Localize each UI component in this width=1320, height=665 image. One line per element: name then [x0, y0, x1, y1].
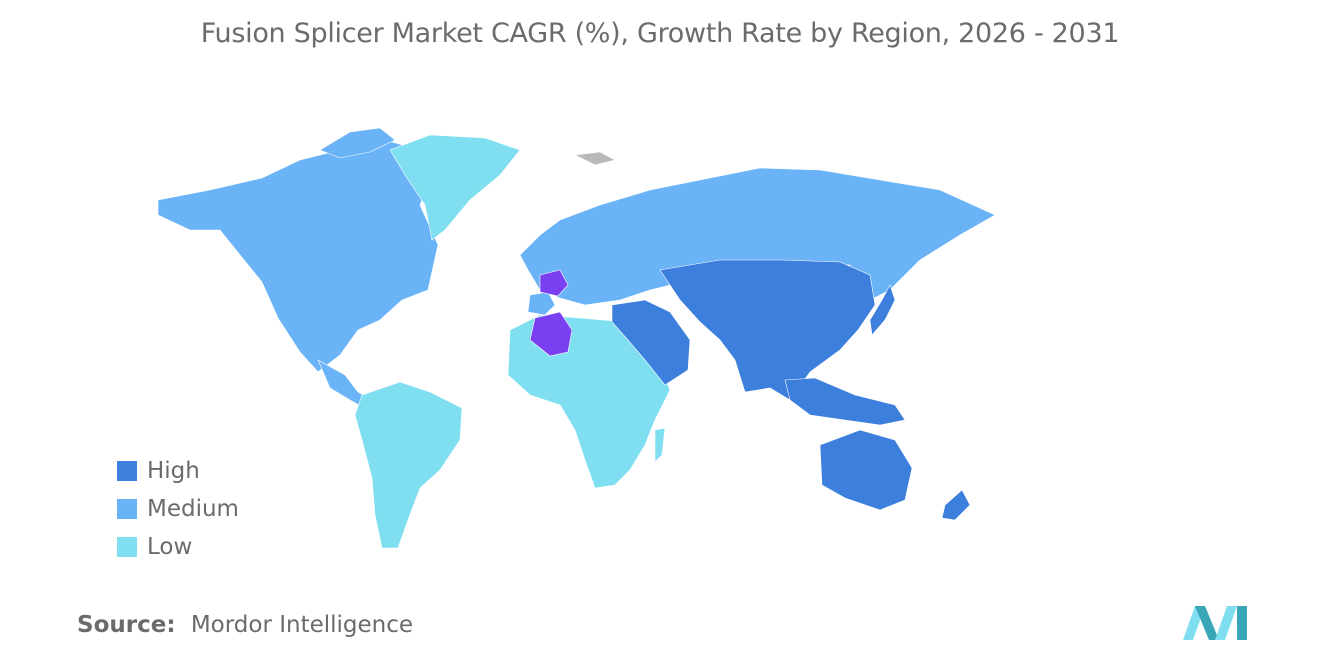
source-line: Source: Mordor Intelligence [77, 612, 413, 638]
legend-item-low: Low [117, 528, 239, 566]
region-africa [507, 314, 671, 489]
region-europe-russia [519, 167, 996, 306]
region-algeria [529, 311, 573, 357]
region-iberia [527, 291, 556, 316]
region-new-zealand [941, 489, 971, 521]
region-svalbard [573, 151, 616, 166]
legend: High Medium Low [117, 452, 239, 566]
region-south-america [354, 381, 463, 549]
region-japan [869, 284, 896, 336]
mordor-intelligence-logo-icon [1183, 606, 1247, 640]
region-middle-east [611, 299, 691, 386]
region-asia [659, 259, 876, 401]
region-madagascar [654, 427, 666, 463]
region-north-america [157, 139, 439, 373]
legend-item-high: High [117, 452, 239, 490]
source-label: Source: [77, 612, 176, 638]
region-france [539, 269, 569, 297]
region-arctic-islands [319, 127, 396, 159]
chart-title: Fusion Splicer Market CAGR (%), Growth R… [200, 18, 1120, 49]
legend-label-medium: Medium [147, 496, 239, 522]
legend-swatch-high [117, 461, 137, 481]
legend-swatch-medium [117, 499, 137, 519]
region-australia [819, 429, 913, 511]
source-value: Mordor Intelligence [190, 612, 414, 638]
legend-item-medium: Medium [117, 490, 239, 528]
region-greenland [389, 134, 521, 241]
region-southeast-asia [784, 377, 906, 426]
legend-swatch-low [117, 537, 137, 557]
legend-label-high: High [147, 458, 200, 484]
legend-label-low: Low [147, 534, 193, 560]
